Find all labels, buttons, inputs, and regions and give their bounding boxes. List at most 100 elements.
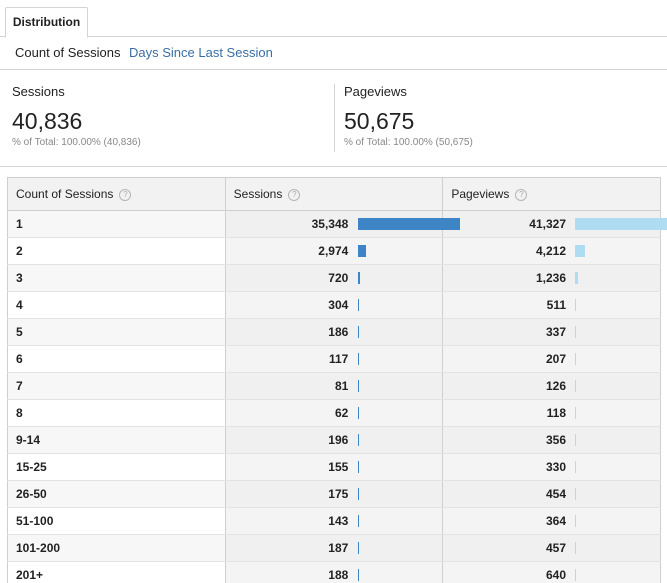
row-label: 1 <box>7 210 226 238</box>
cell-sessions: 304 <box>225 291 444 319</box>
pageviews-bar <box>575 272 579 284</box>
pageviews-value: 1,236 <box>535 271 566 285</box>
summary-metrics: Sessions 40,836 % of Total: 100.00% (40,… <box>0 70 667 167</box>
tab-distribution[interactable]: Distribution <box>5 7 88 38</box>
sub-navigation: Count of Sessions Days Since Last Sessio… <box>0 37 667 70</box>
header-pageviews: Pageviews? <box>442 177 661 211</box>
pageviews-value: 364 <box>545 514 566 528</box>
header-sessions: Sessions? <box>224 177 444 211</box>
row-label: 7 <box>7 372 226 400</box>
table-row: 5 186 337 <box>7 318 661 346</box>
row-label: 9-14 <box>7 426 226 454</box>
sessions-bar <box>357 434 359 446</box>
pageviews-value: 4,212 <box>535 244 566 258</box>
pageviews-value: 356 <box>545 433 566 447</box>
table-header-row: Count of Sessions? Sessions? Pageviews? <box>7 177 661 211</box>
row-label: 3 <box>7 264 226 292</box>
cell-sessions: 196 <box>225 426 444 454</box>
sessions-value: 720 <box>328 271 349 285</box>
cell-sessions: 175 <box>225 480 444 508</box>
pageviews-bar <box>575 380 577 392</box>
row-label: 201+ <box>7 561 226 583</box>
pageviews-bar <box>575 326 577 338</box>
pageviews-bar <box>575 218 667 230</box>
sessions-bar <box>357 542 359 554</box>
pageviews-value: 454 <box>545 487 566 501</box>
row-label: 26-50 <box>7 480 226 508</box>
sessions-value: 62 <box>334 406 349 420</box>
pageviews-bar <box>575 542 577 554</box>
cell-sessions: 143 <box>225 507 444 535</box>
cell-sessions: 35,348 <box>225 210 460 238</box>
row-label: 4 <box>7 291 226 319</box>
subnav-days-since-last-session-link[interactable]: Days Since Last Session <box>129 45 273 60</box>
pageviews-bar <box>575 461 577 473</box>
header-count-of-sessions: Count of Sessions? <box>7 177 226 211</box>
sessions-bar <box>357 299 359 311</box>
cell-pageviews: 511 <box>442 291 661 319</box>
sessions-summary-value: 40,836 <box>12 108 83 134</box>
pageviews-pct-prefix: % of Total: <box>344 137 394 148</box>
sessions-value: 304 <box>328 298 349 312</box>
pageviews-pct-value: 100.00% (50,675) <box>393 137 473 148</box>
pageviews-summary-label: Pageviews <box>344 84 407 99</box>
cell-pageviews: 356 <box>442 426 661 454</box>
cell-sessions: 188 <box>225 561 444 583</box>
cell-sessions: 155 <box>225 453 444 481</box>
cell-pageviews: 1,236 <box>442 264 661 292</box>
cell-sessions: 187 <box>225 534 444 562</box>
sessions-bar <box>357 488 359 500</box>
cell-pageviews: 364 <box>442 507 661 535</box>
table-row: 8 62 118 <box>7 399 661 427</box>
pageviews-bar <box>575 353 577 365</box>
table-row: 2 2,974 4,212 <box>7 237 661 265</box>
summary-divider <box>334 84 335 152</box>
table-row: 201+ 188 640 <box>7 561 661 583</box>
sessions-value: 35,348 <box>311 217 349 231</box>
sessions-value: 188 <box>328 568 349 582</box>
table-row: 1 35,348 41,327 <box>7 210 667 238</box>
cell-sessions: 186 <box>225 318 444 346</box>
header-pageviews-label: Pageviews <box>451 187 510 201</box>
help-icon[interactable]: ? <box>119 189 132 201</box>
sessions-value: 175 <box>328 487 349 501</box>
pageviews-value: 126 <box>545 379 566 393</box>
sessions-pct-value: 100.00% (40,836) <box>61 137 141 148</box>
header-count-of-sessions-label: Count of Sessions <box>16 187 114 201</box>
pageviews-bar <box>575 407 577 419</box>
cell-pageviews: 330 <box>442 453 661 481</box>
sessions-value: 155 <box>328 460 349 474</box>
cell-pageviews: 118 <box>442 399 661 427</box>
pageviews-bar <box>575 434 577 446</box>
sessions-bar <box>357 272 360 284</box>
pageviews-value: 511 <box>546 298 566 312</box>
sessions-summary-label: Sessions <box>12 84 65 99</box>
cell-sessions: 81 <box>225 372 444 400</box>
cell-pageviews: 454 <box>442 480 661 508</box>
cell-pageviews: 4,212 <box>442 237 661 265</box>
pageviews-bar <box>575 245 586 257</box>
pageviews-value: 337 <box>545 325 566 339</box>
sessions-bar <box>357 515 359 527</box>
help-icon[interactable]: ? <box>515 189 528 201</box>
table-row: 9-14 196 356 <box>7 426 661 454</box>
sessions-value: 196 <box>328 433 349 447</box>
help-icon[interactable]: ? <box>288 189 301 201</box>
sessions-value: 187 <box>328 541 349 555</box>
sessions-bar <box>357 353 359 365</box>
table-row: 101-200 187 457 <box>7 534 661 562</box>
row-label: 6 <box>7 345 226 373</box>
cell-sessions: 117 <box>225 345 444 373</box>
table-body: 1 35,348 41,327 2 2,974 4,212 3 720 1,236 4 304 511… <box>7 210 667 583</box>
pageviews-bar <box>575 299 577 311</box>
pageviews-value: 41,327 <box>529 217 566 231</box>
pageviews-summary-percent: % of Total: 100.00% (50,675) <box>344 137 473 148</box>
cell-pageviews: 457 <box>442 534 661 562</box>
table-row: 4 304 511 <box>7 291 661 319</box>
subnav-count-of-sessions: Count of Sessions <box>15 45 121 60</box>
pageviews-value: 118 <box>546 406 566 420</box>
sessions-bar <box>357 245 367 257</box>
table-row: 6 117 207 <box>7 345 661 373</box>
sessions-value: 2,974 <box>318 244 349 258</box>
distribution-table: Count of Sessions? Sessions? Pageviews? … <box>7 177 667 583</box>
